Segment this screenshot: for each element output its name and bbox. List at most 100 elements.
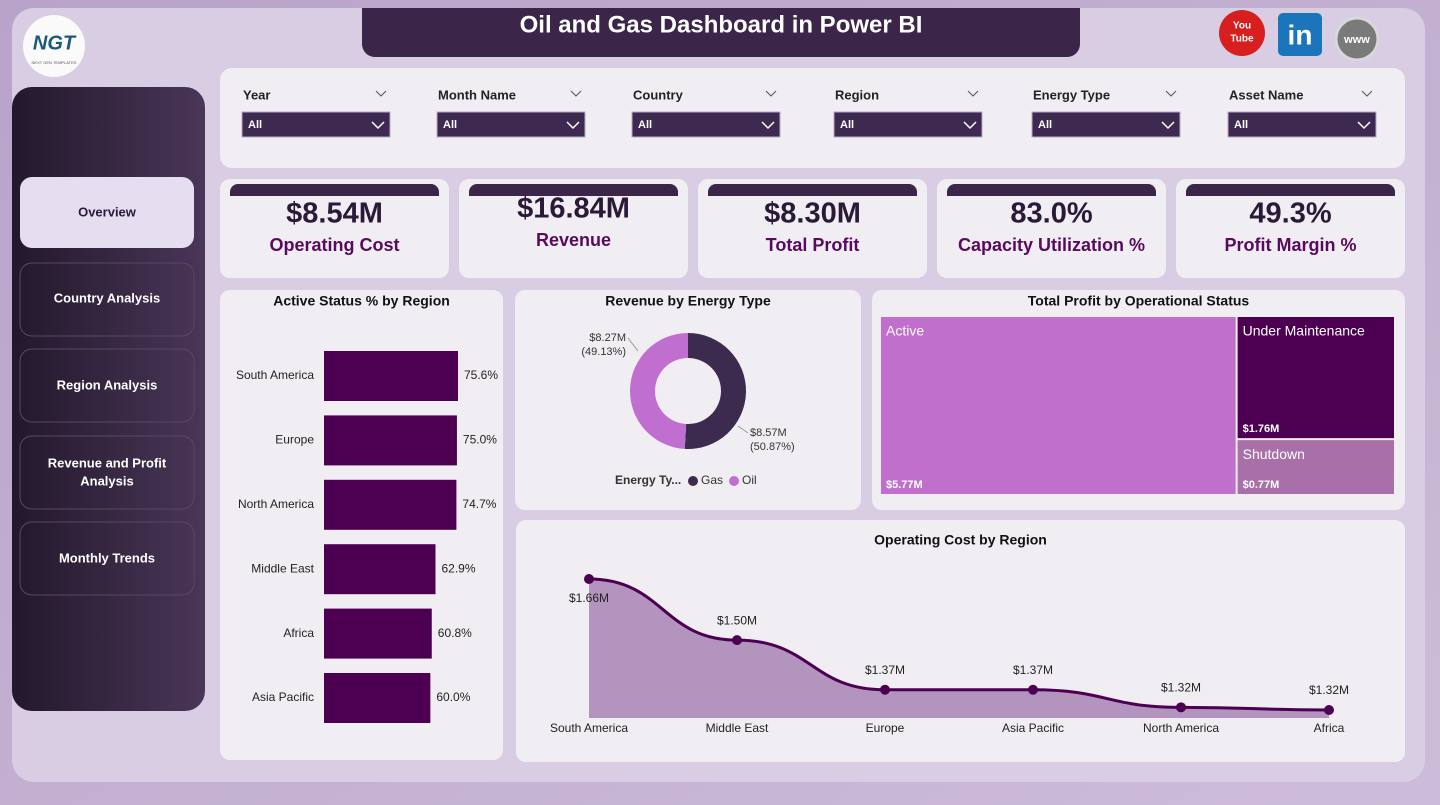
legend-swatch: [688, 476, 698, 486]
legend-label: Oil: [742, 473, 757, 487]
filter-label: Country: [633, 87, 684, 102]
data-label: 75.0%: [463, 433, 497, 447]
web-icon[interactable]: [1334, 16, 1380, 62]
data-label: $1.66M: [569, 591, 609, 605]
kpi-label: Total Profit: [766, 235, 860, 255]
filter-chevron: [1361, 90, 1373, 97]
bar: [324, 673, 431, 723]
chart-panel: [515, 290, 861, 510]
nav-label: Monthly Trends: [59, 550, 155, 565]
chart-title: Revenue by Energy Type: [605, 293, 771, 309]
kpi-tab: [469, 184, 678, 196]
kpi-tab: [947, 184, 1156, 196]
x-tick-label: South America: [550, 721, 628, 735]
tile-label: Under Maintenance: [1243, 323, 1365, 339]
donut-slice: [684, 332, 747, 449]
nav-label: Overview: [78, 204, 137, 219]
nav-button[interactable]: [19, 262, 195, 337]
filter-dropdown[interactable]: [241, 111, 391, 138]
filter-dropdown[interactable]: [833, 111, 983, 138]
dropdown-chevron: [761, 121, 775, 130]
area: [589, 579, 1329, 718]
tile-value: $0.77M: [1243, 479, 1280, 491]
filter-chevron: [1165, 90, 1177, 97]
x-tick-label: Africa: [1314, 721, 1345, 735]
data-label: $1.50M: [717, 613, 757, 627]
filter-label: Month Name: [438, 87, 516, 102]
filter-value: All: [840, 119, 854, 131]
data-label: 74.7%: [462, 497, 496, 511]
legend-label: Gas: [701, 473, 723, 487]
web-text: www: [1343, 34, 1370, 46]
filter-dropdown[interactable]: [1227, 111, 1377, 138]
kpi-tab: [1186, 184, 1395, 196]
dropdown-chevron: [1161, 121, 1175, 130]
filter-label: Year: [243, 87, 270, 102]
chart-title: Operating Cost by Region: [874, 532, 1047, 548]
y-tick-label: Europe: [275, 433, 314, 447]
filter-label: Asset Name: [1229, 87, 1303, 102]
data-label: 60.0%: [436, 690, 470, 704]
nav-button[interactable]: [19, 521, 195, 596]
kpi-value: 83.0%: [1010, 198, 1092, 230]
chart-title: Active Status % by Region: [273, 293, 450, 309]
linkedin-text: in: [1288, 19, 1313, 50]
filter-value: All: [1234, 119, 1248, 131]
x-tick-label: Middle East: [706, 721, 769, 735]
filter-chevron: [375, 90, 387, 97]
treemap-tile: [1237, 440, 1394, 494]
legend-swatch: [729, 476, 739, 486]
line: [588, 577, 1330, 712]
bar: [324, 544, 436, 595]
kpi-value: 49.3%: [1249, 198, 1331, 230]
leader-line: [737, 425, 749, 434]
filter-dropdown[interactable]: [631, 111, 781, 138]
bar: [324, 608, 432, 659]
bar: [324, 415, 457, 466]
x-tick-label: Europe: [866, 721, 905, 735]
youtube-text: You: [1233, 21, 1251, 32]
kpi-tab: [708, 184, 917, 196]
youtube-icon[interactable]: [1219, 10, 1265, 56]
leader-line: [627, 337, 639, 352]
y-tick-label: Middle East: [251, 561, 314, 575]
filter-dropdown[interactable]: [1031, 111, 1181, 138]
treemap-tile: [881, 317, 1236, 494]
y-tick-label: North America: [238, 497, 314, 511]
nav-label: Region Analysis: [57, 377, 158, 392]
data-label: 60.8%: [438, 626, 472, 640]
data-label: 62.9%: [441, 561, 475, 575]
kpi-value: $16.84M: [517, 193, 630, 225]
y-tick-label: South America: [236, 368, 314, 382]
filter-value: All: [1038, 119, 1052, 131]
data-label: $1.32M: [1309, 683, 1349, 697]
nav-button[interactable]: [19, 348, 195, 423]
kpi-value: $8.54M: [286, 198, 383, 230]
bar: [324, 479, 457, 530]
data-label: $1.37M: [865, 663, 905, 677]
kpi-card: [459, 179, 688, 278]
filter-chevron: [570, 90, 582, 97]
logo-subtext: NEXT GEN TEMPLATES: [32, 60, 77, 65]
filter-panel: [220, 68, 1405, 168]
tile-value: $1.76M: [1243, 423, 1280, 435]
filter-chevron: [765, 90, 777, 97]
filter-dropdown[interactable]: [436, 111, 586, 138]
data-label-percent: (49.13%): [581, 346, 626, 358]
dashboard-title: Oil and Gas Dashboard in Power BI: [520, 11, 923, 38]
linkedin-icon[interactable]: [1278, 13, 1322, 56]
kpi-label: Profit Margin %: [1224, 235, 1356, 255]
nav-button-active[interactable]: [20, 177, 194, 248]
y-tick-label: Africa: [283, 626, 314, 640]
tile-value: $5.77M: [886, 479, 923, 491]
nav-label: Analysis: [80, 473, 133, 488]
kpi-card: [220, 179, 449, 278]
kpi-card: [1176, 179, 1405, 278]
point: [1028, 684, 1038, 695]
filter-label: Region: [835, 87, 879, 102]
nav-button[interactable]: [19, 435, 195, 510]
data-label-percent: (50.87%): [750, 441, 795, 453]
dropdown-chevron: [963, 121, 977, 130]
kpi-card: [937, 179, 1166, 278]
